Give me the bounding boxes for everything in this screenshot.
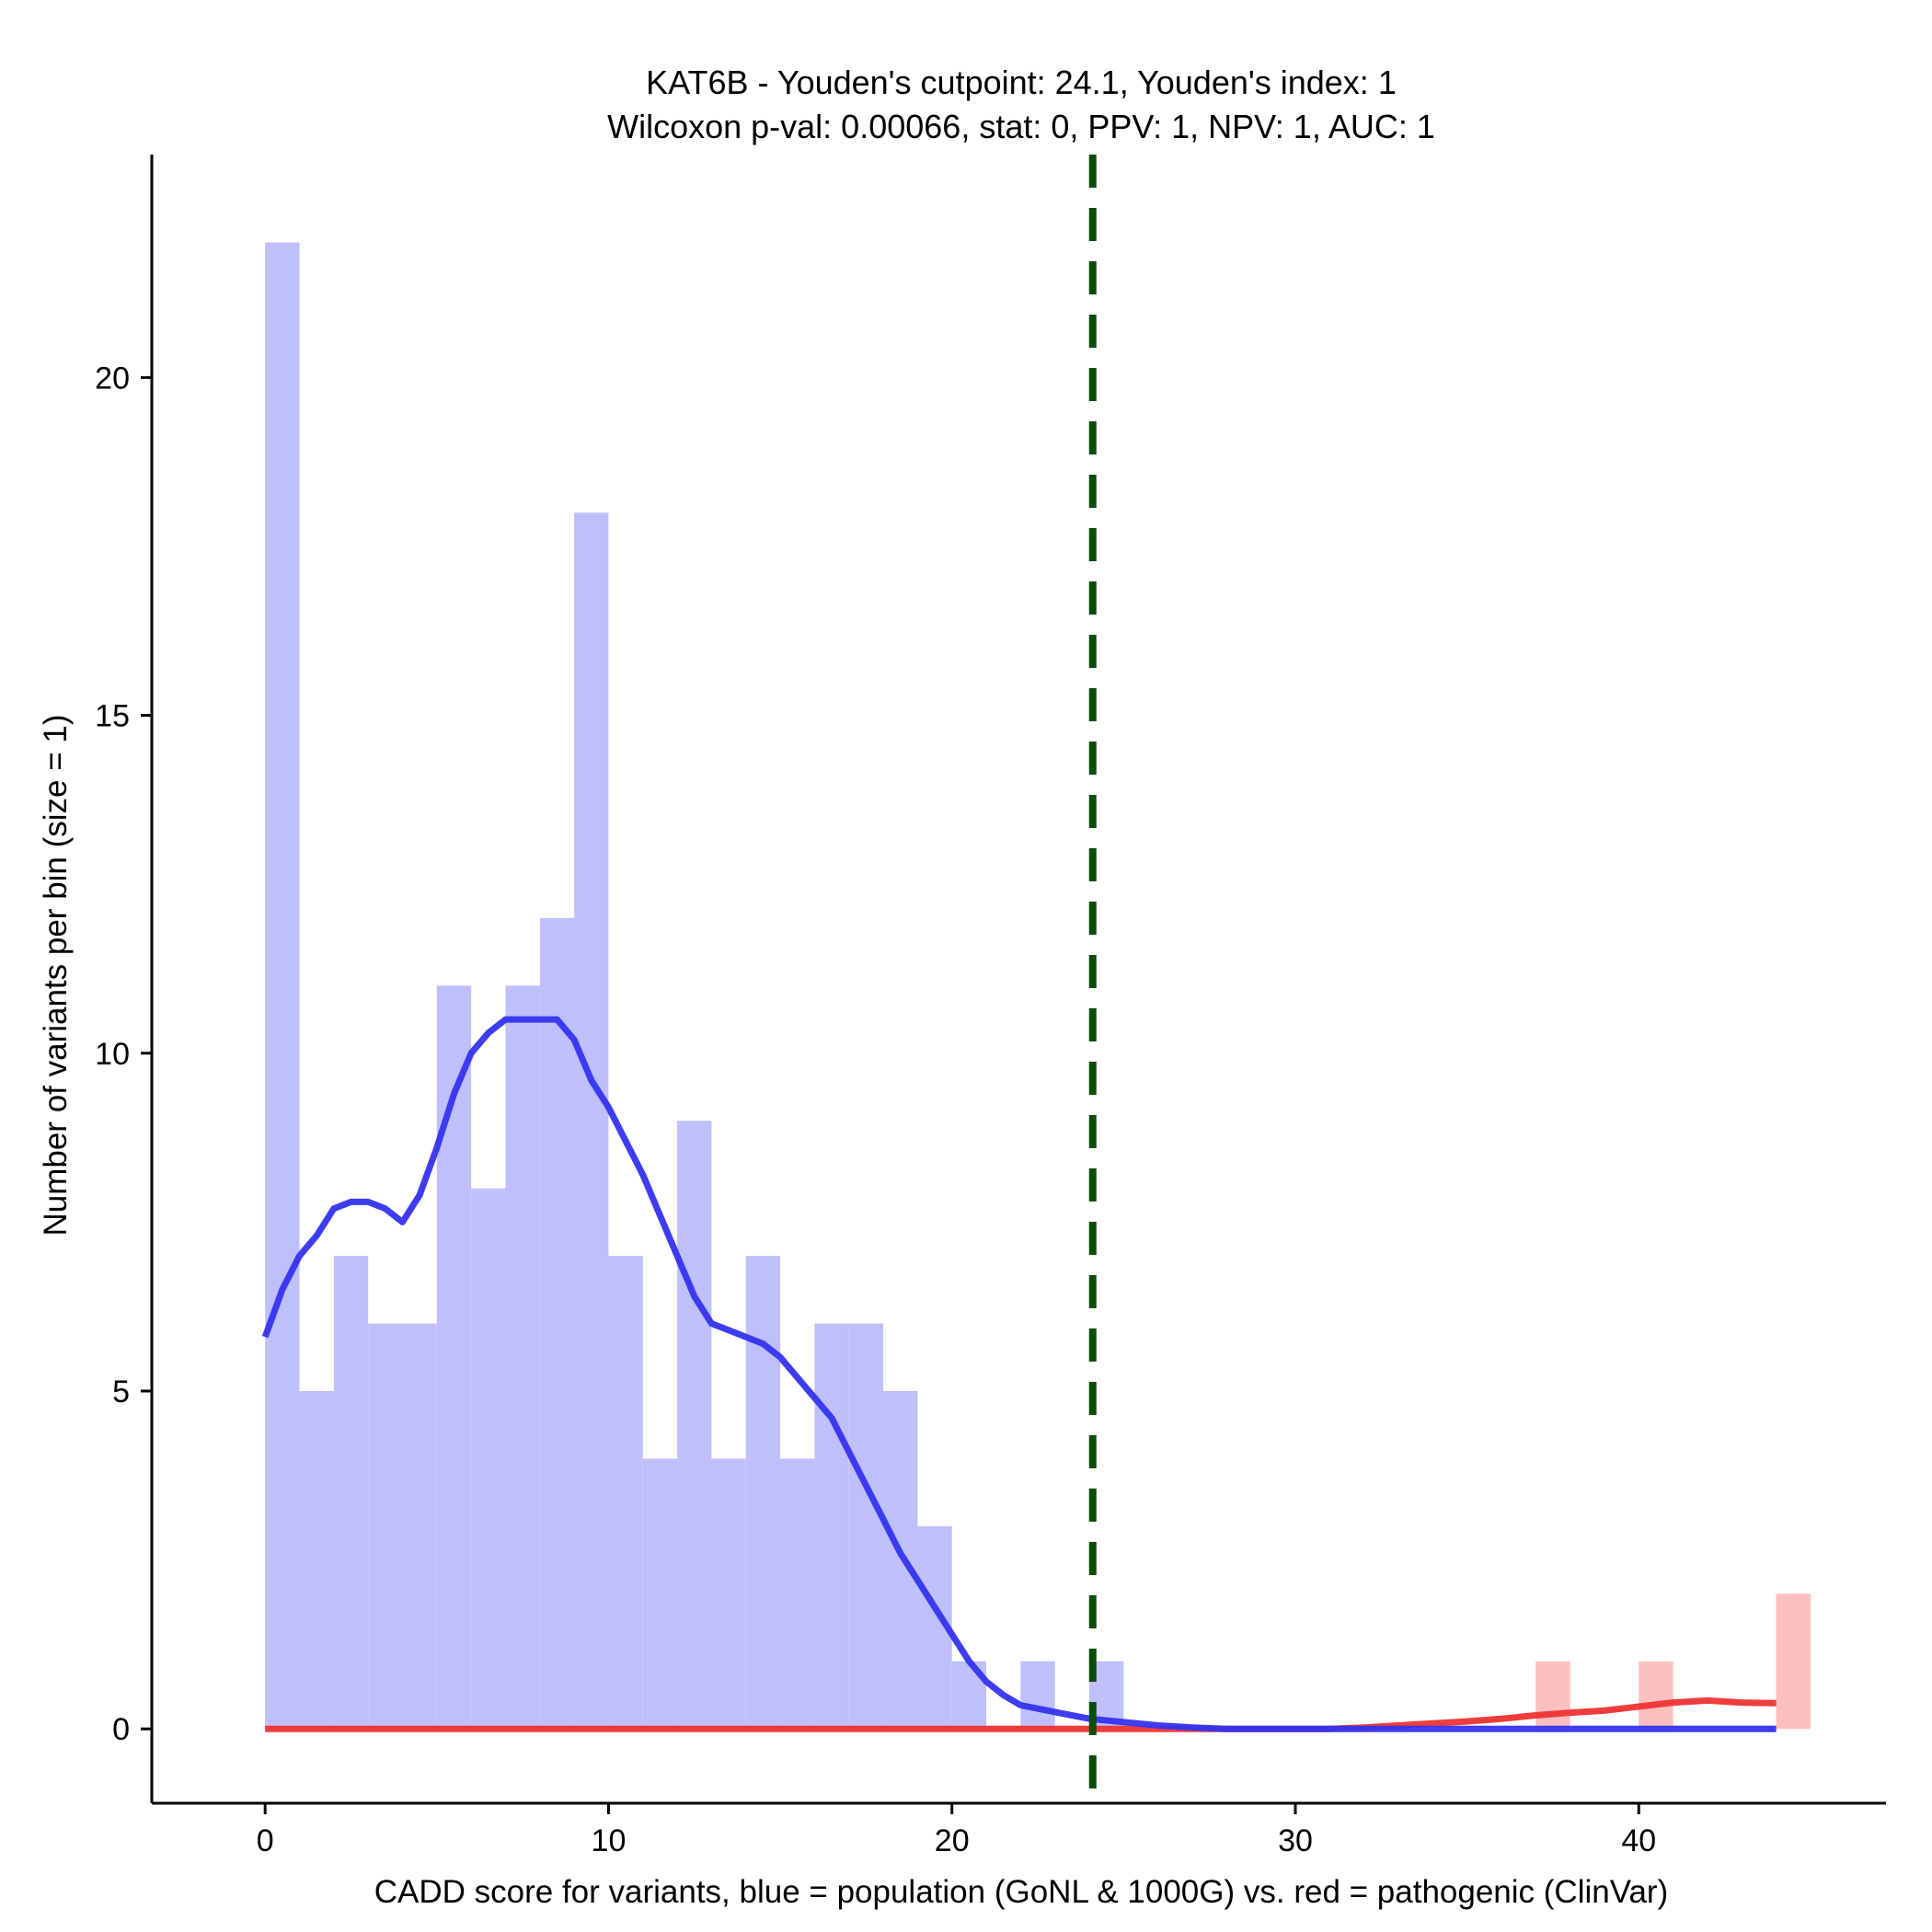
chart-subtitle: Wilcoxon p-val: 0.00066, stat: 0, PPV: 1… (607, 108, 1435, 145)
x-tick-label: 40 (1621, 1823, 1656, 1858)
population-bar (711, 1458, 746, 1730)
population-bar (677, 1121, 712, 1730)
x-tick-label: 0 (257, 1823, 274, 1858)
chart-title: KAT6B - Youden's cutpoint: 24.1, Youden'… (646, 63, 1397, 101)
bars-layer (265, 242, 1811, 1730)
population-bar (608, 1256, 643, 1730)
population-bar (368, 1323, 403, 1730)
population-bar (1020, 1661, 1055, 1730)
axes-layer: 0 10 20 30 40 0 5 10 15 20 (95, 155, 1886, 1858)
population-bar (265, 242, 300, 1730)
population-bar (883, 1391, 918, 1730)
population-bar (745, 1256, 781, 1730)
pathogenic-bar (1776, 1593, 1811, 1730)
density-lines-layer (261, 1016, 1777, 1732)
x-tick-label: 30 (1278, 1823, 1313, 1858)
y-tick-label: 20 (95, 361, 130, 396)
population-bar (505, 985, 540, 1730)
pathogenic-bar (1639, 1661, 1673, 1730)
pathogenic-bar (1535, 1661, 1570, 1730)
x-axis-label: CADD score for variants, blue = populati… (374, 1874, 1669, 1910)
population-density-line (261, 1016, 1777, 1732)
pathogenic-density-line (265, 1696, 1777, 1732)
y-tick-label: 0 (112, 1712, 130, 1747)
population-bar (436, 985, 472, 1730)
population-bar (814, 1323, 849, 1730)
y-tick-label: 10 (95, 1037, 130, 1072)
y-axis-label: Number of variants per bin (size = 1) (38, 714, 74, 1236)
population-bar (333, 1256, 369, 1730)
y-tick-label: 15 (95, 699, 130, 734)
population-bar (780, 1458, 815, 1730)
population-bar (848, 1323, 884, 1730)
population-bar (402, 1323, 437, 1730)
population-bar (574, 512, 609, 1730)
y-tick-label: 5 (112, 1374, 130, 1409)
labels-layer: KAT6B - Youden's cutpoint: 24.1, Youden'… (38, 63, 1668, 1910)
population-bar (539, 917, 575, 1730)
population-bar (642, 1458, 678, 1730)
population-bar (299, 1391, 334, 1730)
x-tick-label: 20 (935, 1823, 970, 1858)
x-tick-label: 10 (592, 1823, 627, 1858)
population-bar (471, 1188, 506, 1730)
